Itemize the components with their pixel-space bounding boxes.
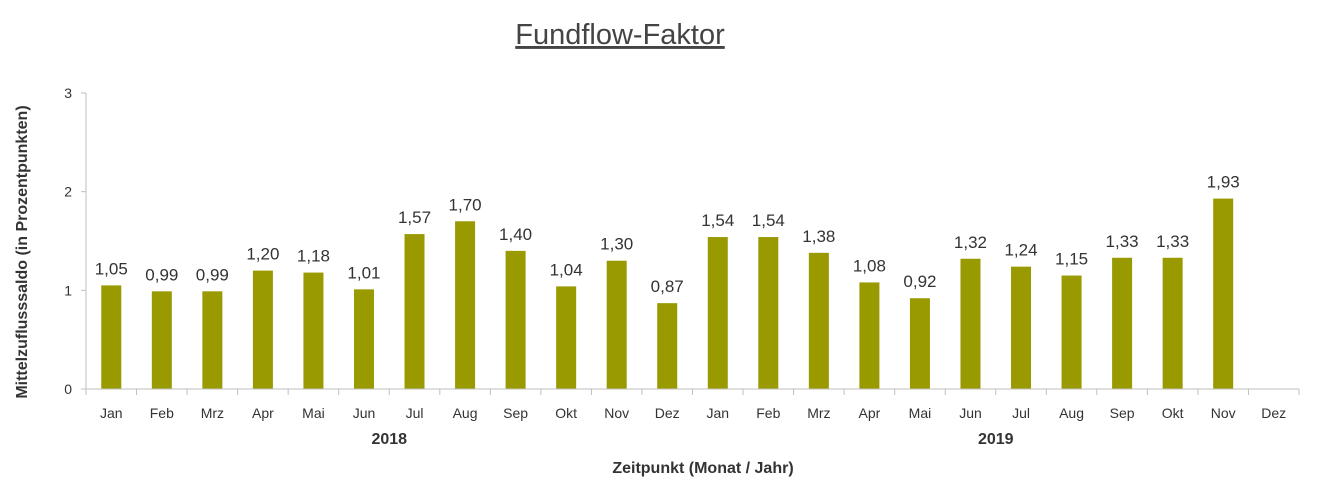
bar-value-label: 0,87	[651, 277, 684, 296]
bar-value-label: 1,20	[246, 245, 279, 264]
x-tick-label: Jan	[706, 405, 729, 421]
bar	[252, 270, 273, 389]
bar-value-label: 1,32	[954, 233, 987, 252]
y-tick-label: 3	[64, 85, 72, 101]
y-ticks-group: 0 1 2 3	[64, 85, 86, 397]
bar	[808, 252, 829, 389]
bar-value-label: 1,08	[853, 256, 886, 275]
x-tick-label: Dez	[1261, 405, 1286, 421]
bar	[404, 234, 425, 389]
year-label: 2018	[371, 431, 407, 448]
x-tick-label: Apr	[252, 405, 274, 421]
bar-value-label: 1,33	[1156, 232, 1189, 251]
chart-title: Fundflow-Faktor	[515, 19, 725, 51]
bar-value-label: 1,38	[802, 227, 835, 246]
x-tick-label: Sep	[503, 405, 528, 421]
x-tick-label: Jul	[1012, 405, 1030, 421]
bar	[859, 282, 880, 389]
y-axis-title: Mittelzuflusssaldo (in Prozentpunkten)	[14, 105, 31, 398]
x-tick-label: Aug	[453, 405, 478, 421]
x-tick-label: Apr	[858, 405, 880, 421]
bar-value-label: 1,04	[550, 260, 583, 279]
bar-value-label: 1,93	[1207, 173, 1240, 192]
bar	[303, 272, 324, 389]
bar-value-label: 1,30	[600, 235, 633, 254]
bar	[1011, 266, 1032, 389]
bar-value-label: 1,05	[95, 259, 128, 278]
bar	[101, 285, 122, 389]
x-tick-label: Mai	[909, 405, 932, 421]
bar-value-label: 1,18	[297, 247, 330, 266]
bars-group	[101, 198, 1234, 389]
bar	[707, 237, 728, 389]
x-tick-label: Nov	[604, 405, 629, 421]
y-tick-label: 2	[64, 184, 72, 200]
x-tick-label: Mrz	[807, 405, 830, 421]
bar	[455, 221, 476, 389]
x-tick-label: Jun	[353, 405, 376, 421]
bar-value-label: 1,24	[1004, 241, 1037, 260]
x-tick-label: Okt	[555, 405, 577, 421]
bar-value-label: 1,01	[347, 263, 380, 282]
bar	[505, 250, 526, 389]
x-tick-label: Jun	[959, 405, 982, 421]
x-tick-label: Dez	[655, 405, 680, 421]
bar	[556, 286, 577, 389]
bar-value-label: 0,99	[145, 265, 178, 284]
x-axis-title: Zeitpunkt (Monat / Jahr)	[612, 460, 793, 477]
x-tick-label: Mrz	[201, 405, 224, 421]
bar	[151, 291, 172, 389]
x-tick-label: Nov	[1211, 405, 1236, 421]
y-tick-label: 0	[64, 381, 72, 397]
bar	[606, 260, 627, 389]
bar-value-label: 1,40	[499, 225, 532, 244]
x-tick-label: Feb	[150, 405, 174, 421]
bar	[1213, 198, 1234, 389]
bar	[960, 258, 981, 389]
bar	[909, 298, 930, 389]
x-ticks-group: Jan Feb Mrz Apr Mai Jun Jul Aug Sep Okt Nov Dez Jan F…	[85, 389, 1300, 421]
bar-value-label: 0,99	[196, 265, 229, 284]
value-labels-group: 1,05 0,99 0,99 1,20 1,18 1,01 1,57 1,70 1,40 1,04…	[95, 173, 1240, 297]
bar-value-label: 1,70	[449, 195, 482, 214]
year-labels-group: 2018 2019	[371, 431, 1013, 448]
bar-value-label: 1,54	[701, 211, 734, 230]
x-tick-label: Jan	[100, 405, 123, 421]
x-tick-label: Sep	[1110, 405, 1135, 421]
bar-value-label: 1,33	[1106, 232, 1139, 251]
bar	[1112, 257, 1133, 389]
x-tick-label: Jul	[406, 405, 424, 421]
x-tick-label: Feb	[756, 405, 780, 421]
bar	[353, 289, 374, 389]
x-tick-label: Okt	[1162, 405, 1184, 421]
bar	[758, 237, 779, 389]
bar	[1061, 275, 1082, 389]
bar	[202, 291, 223, 389]
year-label: 2019	[978, 431, 1014, 448]
bar	[1162, 257, 1183, 389]
x-tick-label: Mai	[302, 405, 325, 421]
bar	[657, 303, 678, 389]
x-tick-label: Aug	[1059, 405, 1084, 421]
bar-value-label: 1,57	[398, 208, 431, 227]
bar-value-label: 1,15	[1055, 250, 1088, 269]
bar-value-label: 1,54	[752, 211, 785, 230]
bar-value-label: 0,92	[903, 272, 936, 291]
y-tick-label: 1	[64, 282, 72, 298]
